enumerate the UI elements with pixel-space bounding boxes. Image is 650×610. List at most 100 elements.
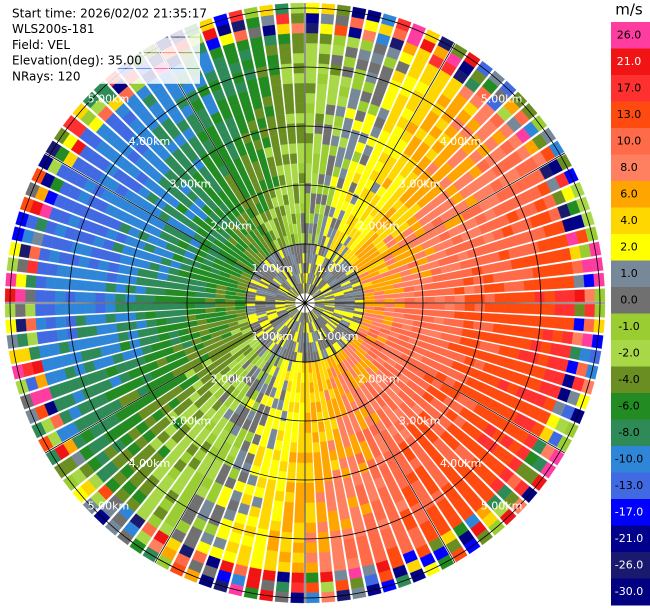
radar-cell (453, 319, 465, 328)
radar-cell (319, 33, 333, 45)
radar-cell (326, 500, 338, 512)
radar-cell (311, 183, 318, 194)
radar-cell (471, 266, 483, 276)
radar-cell (295, 102, 305, 114)
radar-cell (309, 382, 315, 394)
radar-cell (534, 303, 546, 315)
colorbar-label: -2.0 (618, 346, 639, 359)
ring-label: 3.00km (399, 177, 441, 190)
radar-cell (164, 303, 176, 310)
radar-cell (168, 267, 180, 276)
radar-cell (364, 303, 376, 307)
radar-cell (481, 264, 493, 275)
radar-cell (312, 432, 320, 443)
radar-cell (266, 156, 276, 168)
radar-cell (266, 54, 280, 66)
radar-cell (524, 291, 536, 303)
radar-cell (107, 262, 120, 273)
radar-cell (87, 336, 100, 348)
radar-cell (127, 266, 139, 276)
radar-cell (464, 303, 476, 312)
radar-cell (424, 296, 436, 303)
radar-cell (165, 316, 177, 325)
radar-cell (464, 294, 476, 303)
radar-cell (581, 258, 594, 273)
radar-cell (574, 289, 586, 302)
radar-cell (76, 326, 88, 339)
radar-cell (542, 264, 554, 278)
radar-cell (514, 292, 526, 303)
radar-cell (330, 540, 344, 552)
radar-cell (336, 95, 348, 108)
radar-cell (291, 422, 299, 433)
radar-cell (325, 430, 334, 442)
radar-cell (444, 287, 455, 296)
radar-cell (513, 314, 525, 326)
ring-label: 2.00km (358, 220, 400, 233)
radar-cell (322, 460, 332, 473)
radar-cell (268, 469, 278, 481)
radar-cell (205, 312, 217, 319)
radar-cell (482, 273, 495, 284)
radar-cell (35, 275, 47, 289)
ring-label: 3.00km (399, 415, 441, 428)
radar-cell (86, 325, 98, 337)
radar-cell (284, 103, 295, 115)
radar-cell (291, 572, 304, 584)
ring-label: 5.00km (88, 92, 130, 105)
radar-cell (483, 283, 495, 293)
radar-cell (289, 442, 298, 453)
radar-cell (64, 291, 76, 303)
radar-cell (274, 104, 285, 116)
radar-cell (394, 292, 406, 299)
radar-cell (404, 303, 416, 309)
info-line: Elevation(deg): 35.00 (12, 54, 142, 68)
colorbar-label: 17.0 (617, 81, 642, 94)
radar-cell (75, 315, 87, 327)
radar-cell (296, 132, 305, 144)
colorbar-label: -10.0 (615, 452, 643, 465)
radar-cell (299, 192, 305, 204)
radar-cell (74, 303, 86, 315)
radar-cell (298, 162, 305, 174)
radar-cell (374, 294, 386, 300)
colorbar-label: 4.0 (620, 214, 638, 227)
radar-cell (204, 298, 216, 303)
radar-cell (305, 352, 309, 364)
radar-cell (289, 203, 296, 215)
radar-cell (294, 512, 305, 524)
radar-cell (301, 242, 305, 254)
radar-cell (138, 336, 151, 347)
radar-cell (260, 85, 272, 98)
radar-cell (500, 334, 513, 346)
radar-cell (315, 103, 326, 115)
radar-cell (323, 123, 333, 136)
radar-cell (299, 182, 305, 194)
radar-cell (309, 212, 315, 224)
radar-cell (54, 290, 66, 303)
radar-cell (301, 232, 305, 244)
radar-cell (482, 322, 495, 333)
radar-cell (305, 242, 309, 254)
radar-cell (318, 53, 331, 65)
radar-cell (334, 438, 344, 450)
radar-cell (35, 317, 47, 331)
radar-cell (278, 460, 288, 473)
radar-cell (300, 212, 305, 224)
radar-cell (343, 117, 354, 130)
radar-cell (453, 278, 465, 287)
radar-cell (278, 174, 286, 186)
radar-cell (404, 291, 415, 298)
radar-cell (478, 341, 491, 352)
radar-cell (65, 278, 77, 291)
radar-cell (317, 521, 329, 533)
radar-cell (328, 520, 341, 532)
radar-cell (564, 289, 576, 303)
radar-cell (175, 309, 186, 317)
radar-cell (292, 183, 299, 194)
radar-cell (195, 291, 206, 298)
radar-cell (533, 315, 545, 328)
radar-cell (124, 303, 136, 312)
radar-cell (174, 303, 186, 310)
radar-cell (293, 532, 305, 544)
